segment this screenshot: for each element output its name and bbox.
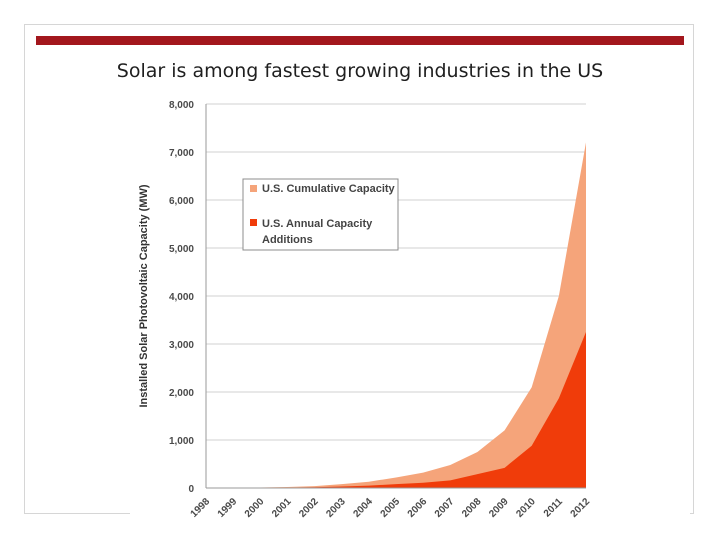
- chart-areas: [206, 142, 586, 488]
- title-accent-bar: [36, 36, 684, 45]
- y-tick-label: 1,000: [169, 436, 194, 447]
- annual-additions-area: [206, 332, 586, 488]
- legend-swatch-cumulative: [250, 185, 257, 192]
- y-tick-label: 8,000: [169, 100, 194, 111]
- y-tick-label: 7,000: [169, 148, 194, 159]
- y-tick-label: 5,000: [169, 244, 194, 255]
- y-tick-label: 3,000: [169, 340, 194, 351]
- y-tick-label: 0: [188, 484, 194, 495]
- legend-swatch-annual: [250, 219, 257, 226]
- chart-bottom-mask: [130, 512, 690, 540]
- axes: [205, 104, 586, 489]
- slide-title: Solar is among fastest growing industrie…: [116, 60, 604, 82]
- y-tick-labels: 0 1,000 2,000 3,000 4,000 5,000 6,000 7,000 8,00…: [169, 100, 194, 495]
- legend-label-annual: U.S. Annual Capacity Additions: [262, 218, 375, 246]
- legend-box: [242, 178, 399, 251]
- y-tick-label: 2,000: [169, 388, 194, 399]
- y-tick-label: 6,000: [169, 196, 194, 207]
- legend: U.S. Cumulative Capacity U.S. Annual Cap…: [242, 178, 399, 251]
- legend-label-cumulative: U.S. Cumulative Capacity: [262, 183, 396, 195]
- y-tick-label: 4,000: [169, 292, 194, 303]
- y-axis-title: Installed Solar Photovoltaic Capacity (M…: [138, 184, 150, 407]
